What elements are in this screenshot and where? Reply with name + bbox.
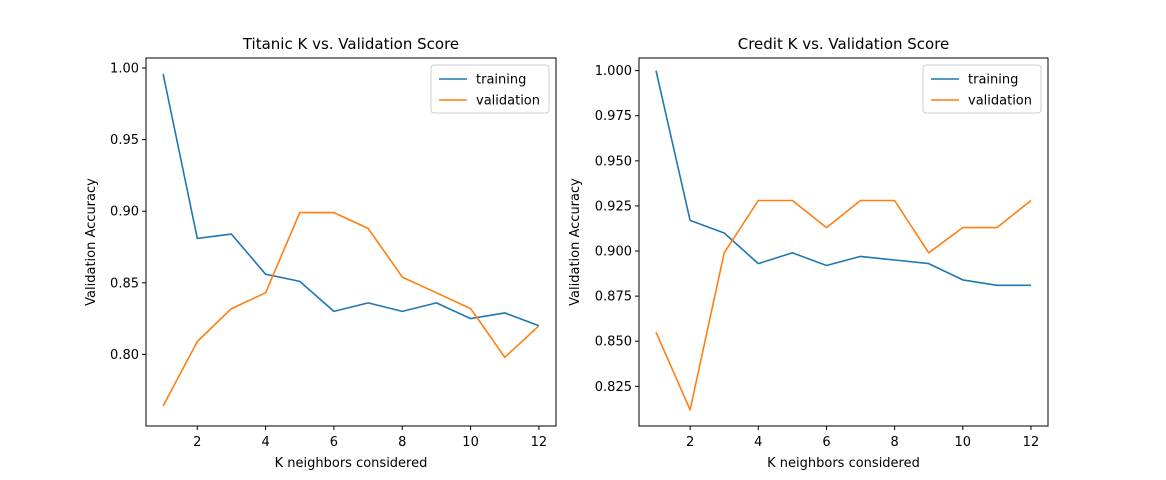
legend-box <box>430 64 550 114</box>
y-tick-label: 0.925 <box>595 199 632 214</box>
legend-label: validation <box>476 94 540 109</box>
chart-title: Titanic K vs. Validation Score <box>242 35 459 53</box>
x-tick-label: 12 <box>531 435 548 450</box>
legend-label: training <box>476 73 526 88</box>
x-axis-label: K neighbors considered <box>275 456 428 471</box>
plot-frame <box>638 57 1049 427</box>
plot-frame <box>145 57 557 427</box>
series-line-training <box>655 70 1031 287</box>
y-tick-label: 0.875 <box>595 290 632 305</box>
y-tick-label: 0.850 <box>595 335 632 350</box>
y-tick-label: 0.950 <box>595 154 632 169</box>
x-tick-label: 4 <box>261 435 269 450</box>
y-tick-label: 0.975 <box>595 109 632 124</box>
y-tick-label: 1.000 <box>595 64 632 79</box>
x-tick-label: 10 <box>462 435 479 450</box>
x-tick-label: 4 <box>754 435 762 450</box>
legend: training validation <box>922 64 1042 114</box>
y-axis-label: Validation Accuracy <box>568 178 583 306</box>
y-tick-label: 0.825 <box>595 380 632 395</box>
y-tick-label: 0.95 <box>110 133 139 148</box>
y-tick-label: 0.80 <box>110 348 139 363</box>
x-tick-label: 8 <box>398 435 406 450</box>
legend: training validation <box>430 64 550 114</box>
chart-title: Credit K vs. Validation Score <box>738 35 950 53</box>
x-tick-label: 6 <box>330 435 338 450</box>
x-tick-label: 6 <box>822 435 830 450</box>
y-tick-label: 0.85 <box>110 276 139 291</box>
x-tick-label: 2 <box>686 435 694 450</box>
x-tick-label: 8 <box>890 435 898 450</box>
legend-label: training <box>968 73 1018 88</box>
y-tick-label: 1.00 <box>110 62 139 77</box>
series-line-validation <box>655 199 1032 411</box>
y-axis-label: Validation Accuracy <box>84 178 99 306</box>
x-axis-label: K neighbors considered <box>767 456 920 471</box>
series-line-validation <box>162 211 540 407</box>
y-tick-label: 0.900 <box>595 245 632 260</box>
chart-2: Credit K vs. Validation Score 2 4 6 8 10 12 0.8… <box>568 35 1049 471</box>
chart-1: Titanic K vs. Validation Score 2 4 6 8 10 12 0.… <box>84 35 557 471</box>
x-tick-label: 2 <box>193 435 201 450</box>
x-tick-label: 10 <box>955 435 972 450</box>
legend-label: validation <box>968 94 1032 109</box>
legend-box <box>922 64 1042 114</box>
y-tick-label: 0.90 <box>110 205 139 220</box>
x-tick-label: 12 <box>1023 435 1040 450</box>
